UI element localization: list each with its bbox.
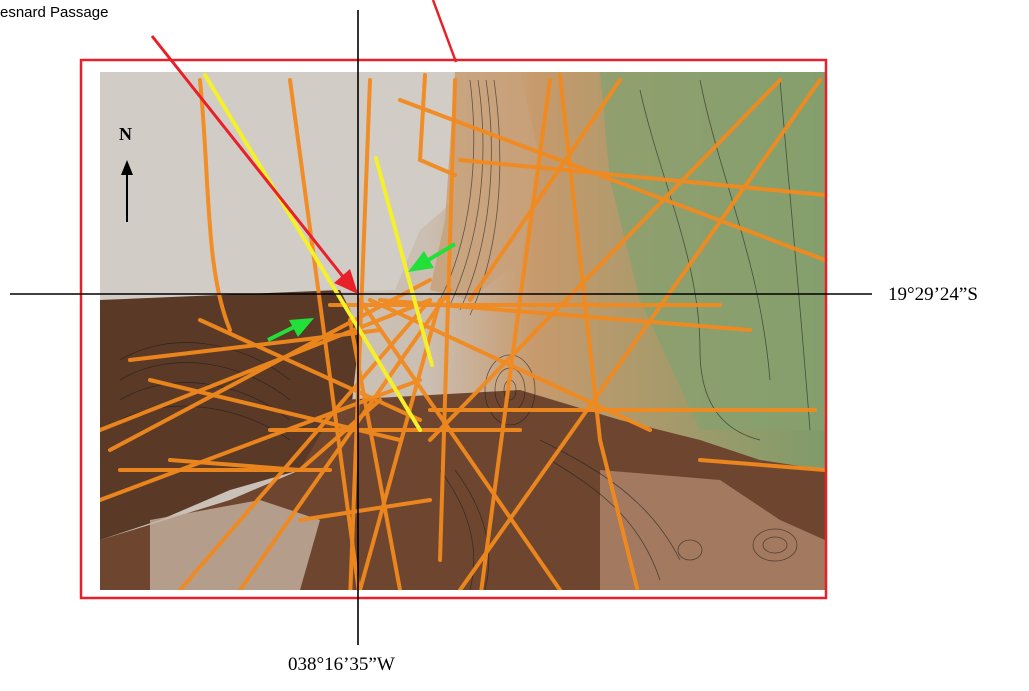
upper-mid-slope [430, 72, 540, 300]
green-arrow-icon [408, 242, 457, 272]
survey-tracks-orange [100, 73, 825, 590]
right-green-area [600, 72, 825, 430]
latitude-label: 19°29’24”S [888, 284, 978, 305]
highlight-frame [79, 58, 828, 600]
passage-label: esnard Passage [0, 4, 109, 21]
upper-left-plateau [100, 72, 455, 300]
bathymetry-map [100, 72, 825, 590]
longitude-label: 038°16’35”W [288, 654, 395, 675]
green-arrow-icon-2 [267, 318, 314, 342]
pointer-arrow-icon [150, 35, 358, 294]
north-label: N [119, 124, 132, 144]
survey-tracks-yellow [203, 73, 434, 432]
frame-leader-line [431, 0, 458, 63]
lower-light-patch [150, 500, 320, 590]
yellow-track-west [203, 73, 422, 432]
yellow-track-east [374, 156, 434, 367]
north-arrow-icon [121, 160, 133, 222]
